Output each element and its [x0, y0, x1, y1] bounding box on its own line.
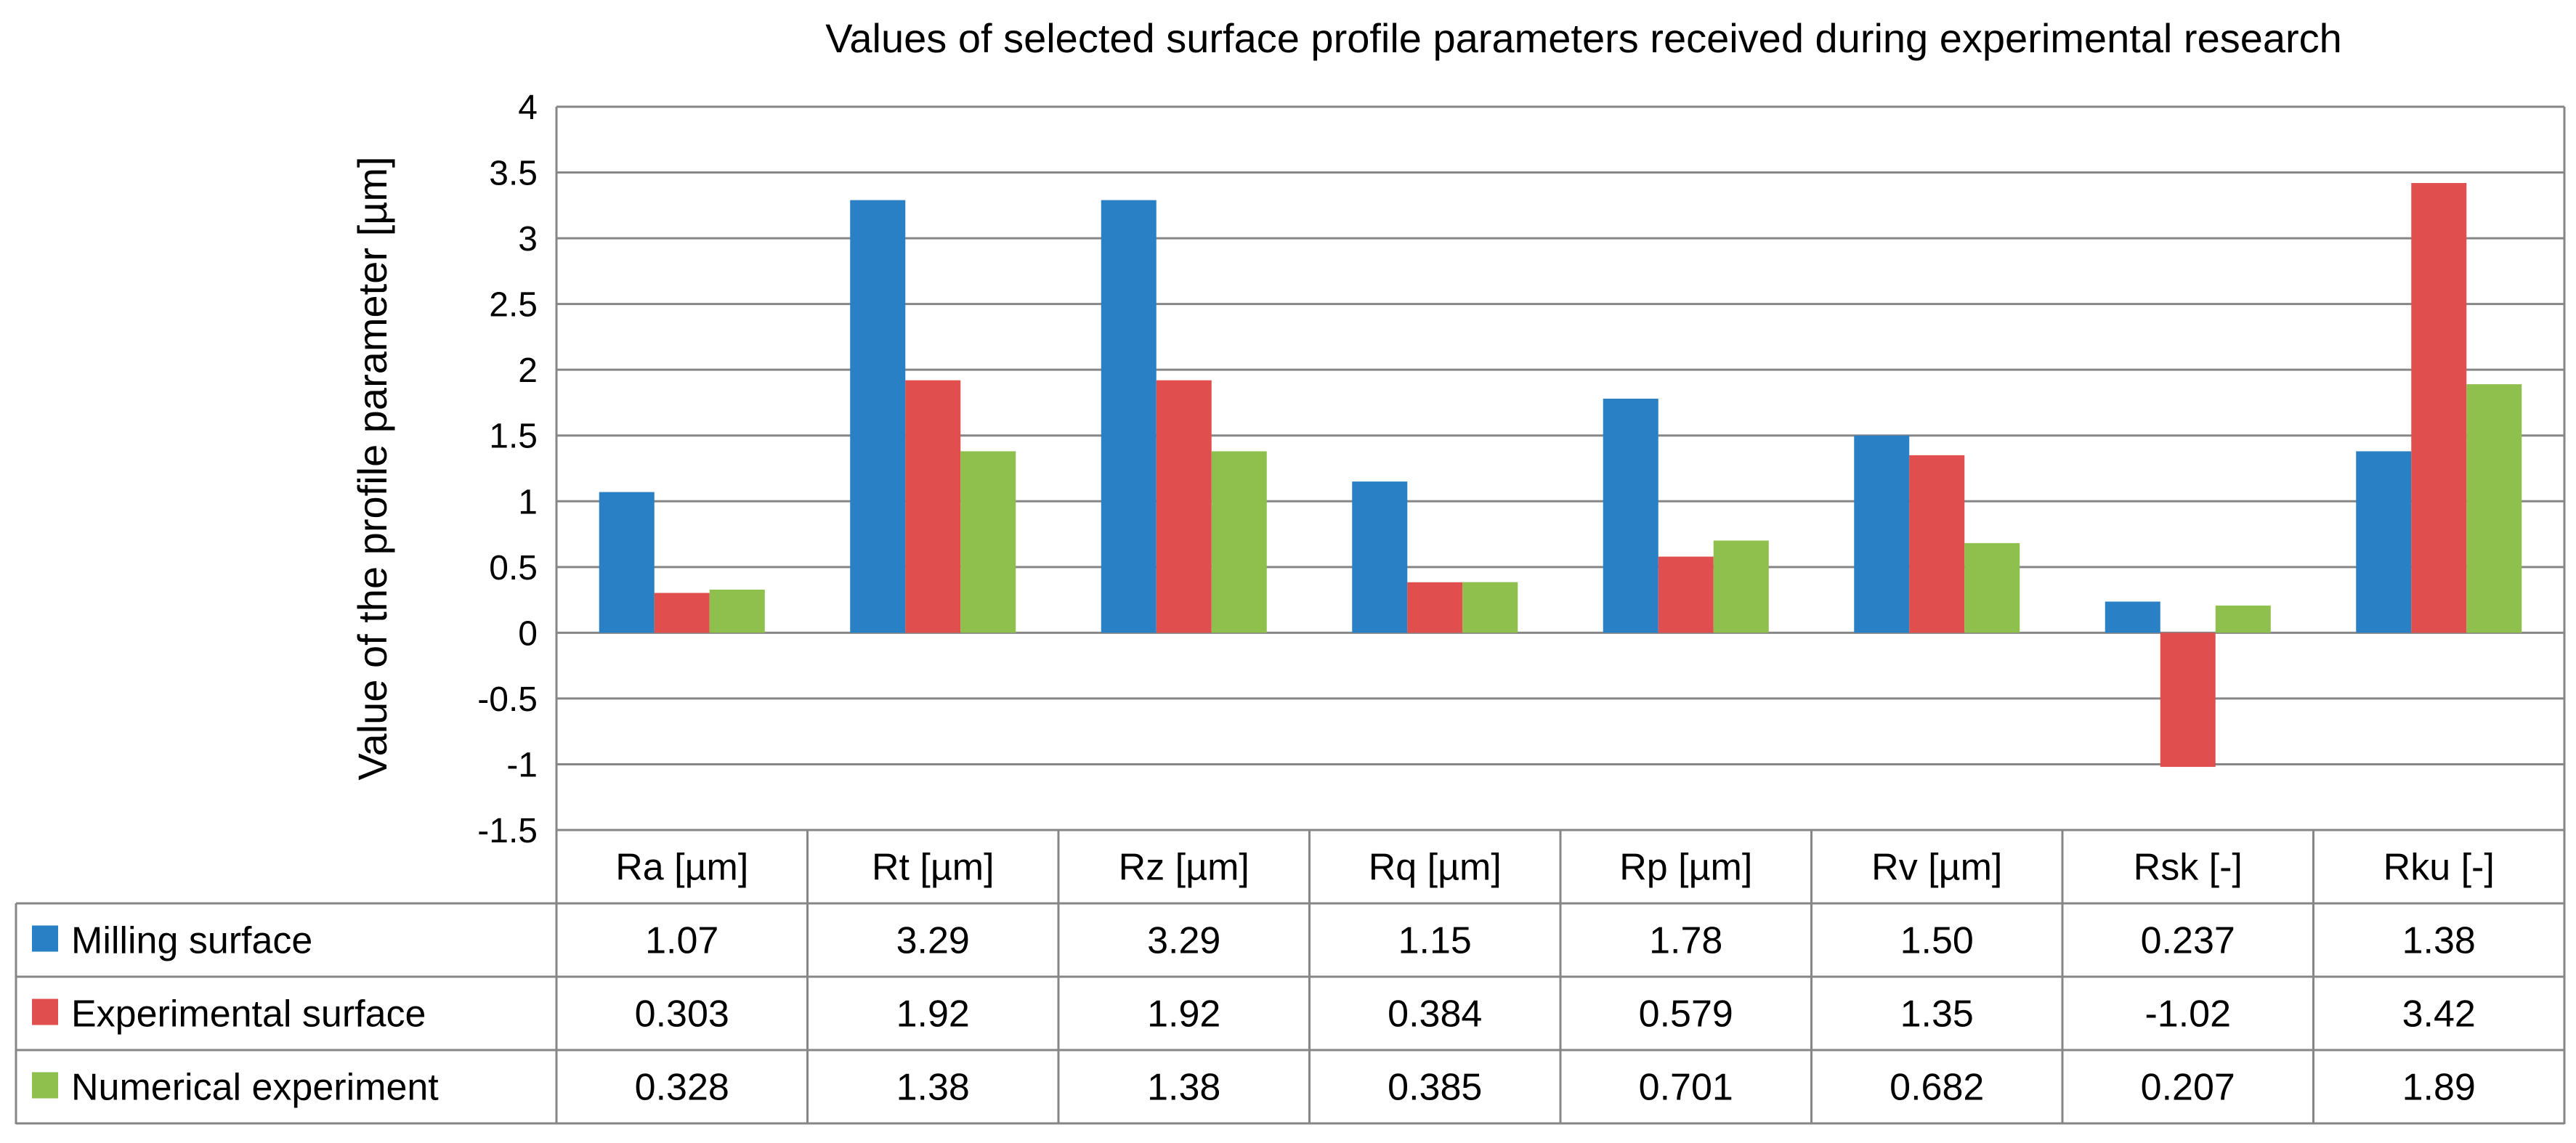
table-cell-value: 0.207 — [2141, 1067, 2235, 1109]
bar — [599, 492, 655, 633]
bar — [2105, 601, 2160, 633]
y-tick-label: 2.5 — [489, 286, 538, 325]
y-tick-label: 0.5 — [489, 549, 538, 587]
y-tick-label: 0 — [518, 614, 538, 653]
bar — [1964, 542, 2020, 633]
y-tick-label: 3.5 — [489, 155, 538, 193]
bar — [2411, 183, 2467, 633]
y-axis-title: Value of the profile parameter [µm] — [349, 156, 395, 780]
category-label: Rt [µm] — [872, 847, 995, 889]
table-cell-value: 1.07 — [645, 920, 718, 962]
bar — [1352, 481, 1408, 633]
table-cell-value: 3.29 — [896, 920, 970, 962]
y-tick-label: 1.5 — [489, 418, 538, 456]
y-tick-label: 1 — [518, 483, 538, 521]
y-tick-label: -1.5 — [477, 812, 538, 850]
bar — [1211, 451, 1267, 633]
bar — [2215, 605, 2271, 633]
bar — [1658, 556, 1714, 633]
legend-swatch — [32, 1072, 58, 1099]
category-label: Rq [µm] — [1369, 847, 1502, 889]
category-label: Rv [µm] — [1871, 847, 2002, 889]
bar — [1407, 582, 1463, 633]
table-cell-value: 1.89 — [2402, 1067, 2476, 1109]
table-cell-value: 0.328 — [635, 1067, 729, 1109]
table-cell-value: 1.78 — [1649, 920, 1722, 962]
bar — [2466, 384, 2522, 633]
bar — [709, 589, 765, 633]
table-cell-value: 0.701 — [1639, 1067, 1733, 1109]
data-table: Ra [µm] Rt [µm] Rz [µm] Rq [µm] Rp [µm] Rv [µ… — [15, 830, 2564, 1125]
table-cell-value: 1.35 — [1900, 993, 1974, 1036]
y-tick-label: -1 — [506, 746, 538, 784]
bar — [1462, 582, 1518, 633]
bar — [654, 593, 710, 633]
bar — [1713, 540, 1769, 633]
category-label: Rku [-] — [2383, 847, 2495, 889]
table-cell-value: 1.38 — [896, 1067, 970, 1109]
bar — [1101, 200, 1157, 633]
table-cell-value: 0.385 — [1388, 1067, 1482, 1109]
category-label: Rp [µm] — [1619, 847, 1752, 889]
table-cell-value: 1.92 — [1147, 993, 1220, 1036]
legend-label: Milling surface — [71, 920, 312, 962]
chart-text: Values of selected surface profile param… — [349, 15, 2342, 781]
category-label: Ra [µm] — [615, 847, 748, 889]
bar — [1156, 380, 1212, 633]
bar — [2160, 632, 2216, 768]
legend-swatch — [32, 925, 58, 952]
category-label: Rsk [-] — [2134, 847, 2243, 889]
bar — [850, 200, 906, 633]
table-cell-value: 1.38 — [2402, 920, 2476, 962]
table-cell-value: 3.42 — [2402, 993, 2476, 1036]
y-tick-label: 2 — [518, 351, 538, 390]
bar — [1854, 435, 1910, 633]
table-cell-value: 1.50 — [1900, 920, 1974, 962]
legend-swatch — [32, 998, 58, 1025]
category-label: Rz [µm] — [1119, 847, 1249, 889]
y-tick-label: 4 — [518, 89, 538, 127]
table-cell-value: 3.29 — [1147, 920, 1220, 962]
y-tick-label: -0.5 — [477, 680, 538, 719]
table-cell-value: 0.384 — [1388, 993, 1482, 1036]
bar — [960, 451, 1016, 633]
legend-label: Numerical experiment — [71, 1067, 439, 1109]
table-cell-value: 1.15 — [1398, 920, 1472, 962]
table-cell-value: 0.237 — [2141, 920, 2235, 962]
bar — [2356, 451, 2412, 633]
table-cell-value: 0.579 — [1639, 993, 1733, 1036]
table-cell-value: 0.682 — [1890, 1067, 1984, 1109]
bars — [599, 183, 2522, 768]
bar — [1603, 399, 1658, 633]
chart-title: Values of selected surface profile param… — [825, 15, 2342, 61]
table-cell-value: -1.02 — [2144, 993, 2231, 1036]
table-cell-value: 1.92 — [896, 993, 970, 1036]
bar — [1909, 455, 1965, 633]
table-cell-value: 0.303 — [635, 993, 729, 1036]
y-tick-label: 3 — [518, 220, 538, 259]
table-cell-value: 1.38 — [1147, 1067, 1220, 1109]
bar — [905, 380, 961, 633]
legend-label: Experimental surface — [71, 993, 426, 1036]
